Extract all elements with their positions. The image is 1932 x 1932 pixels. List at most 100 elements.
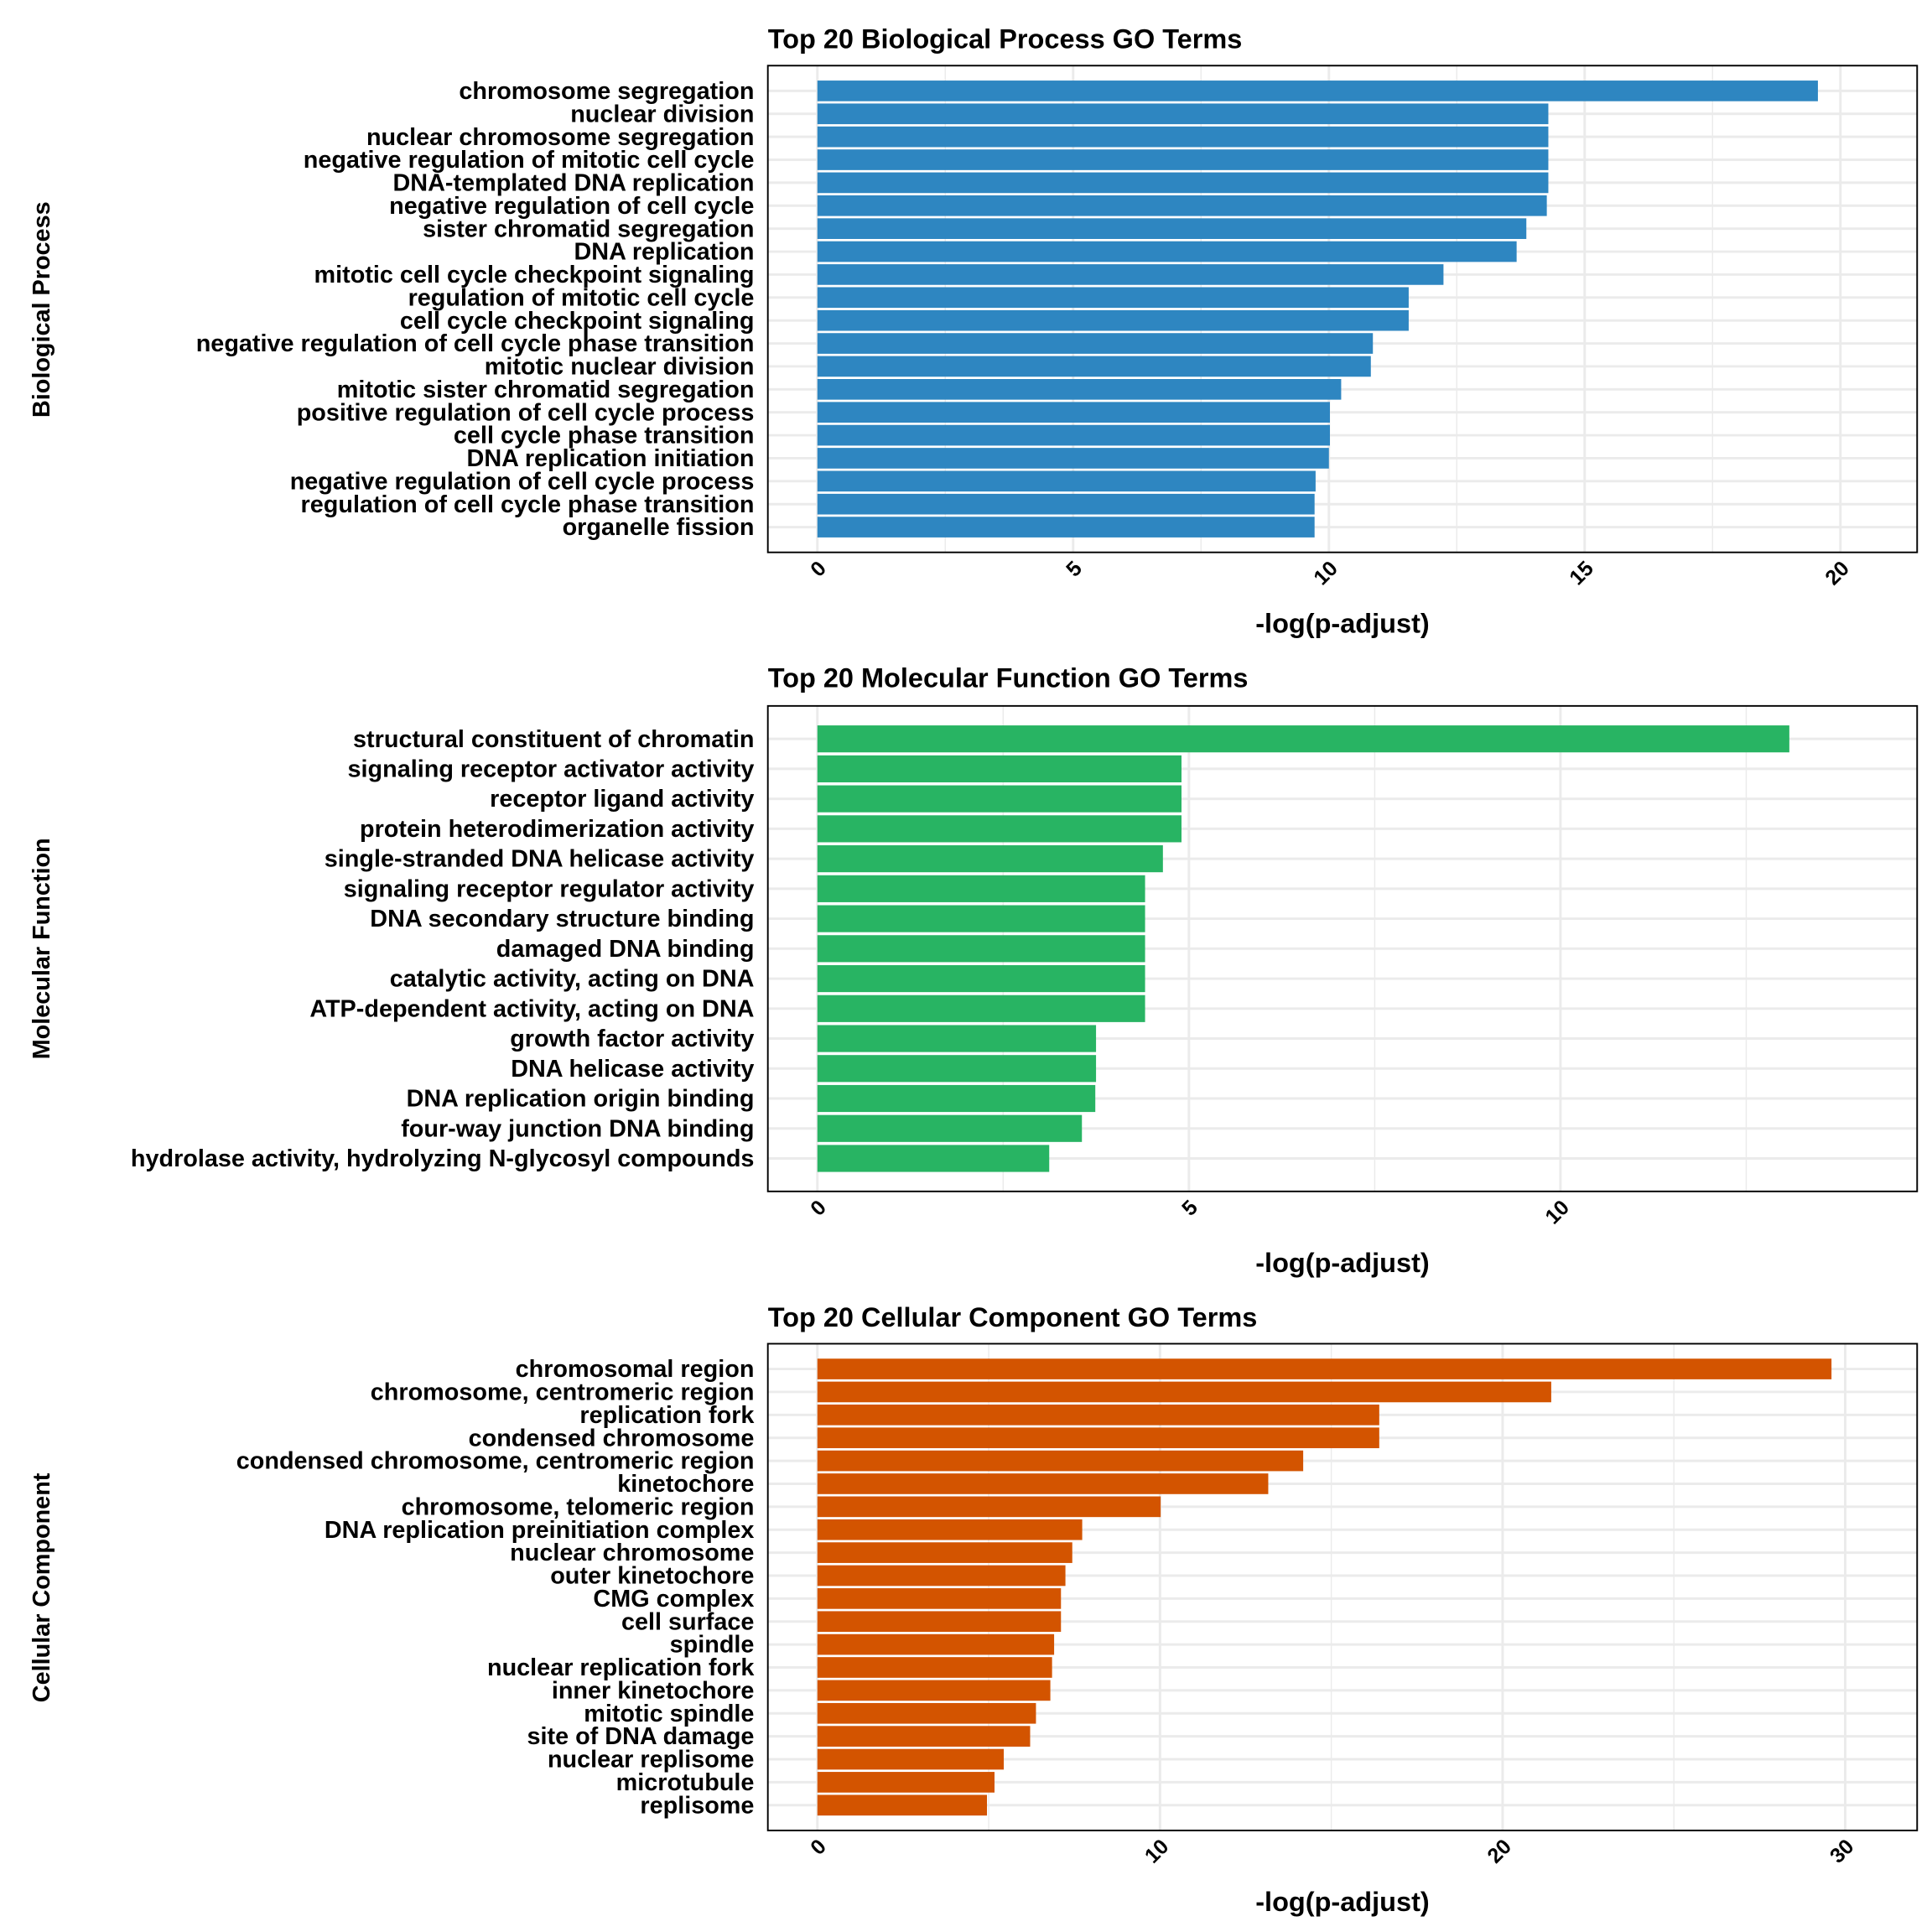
- bar: [817, 218, 1527, 239]
- chart-title: Top 20 Biological Process GO Terms: [768, 24, 1243, 55]
- bar: [817, 1565, 1066, 1587]
- category-label: spindle: [670, 1632, 755, 1659]
- category-label: hydrolase activity, hydrolyzing N-glycos…: [131, 1145, 755, 1172]
- category-label: DNA replication initiation: [467, 445, 755, 472]
- bar: [817, 755, 1182, 782]
- bar: [817, 517, 1315, 538]
- bar: [817, 1633, 1055, 1655]
- bar: [817, 470, 1316, 492]
- chart-title: Top 20 Cellular Component GO Terms: [768, 1302, 1258, 1332]
- category-label: nuclear division: [570, 101, 754, 127]
- bar: [817, 333, 1374, 354]
- category-label: catalytic activity, acting on DNA: [390, 966, 755, 993]
- bar: [817, 725, 1789, 753]
- x-tick-label: 5: [1062, 557, 1087, 582]
- x-axis-title: -log(p-adjust): [1255, 609, 1430, 639]
- bar: [817, 378, 1342, 400]
- bar: [817, 935, 1145, 963]
- category-label: replisome: [640, 1792, 754, 1819]
- category-label: signaling receptor regulator activity: [344, 875, 755, 902]
- bar: [817, 1542, 1072, 1563]
- bar: [817, 1611, 1062, 1633]
- bar: [817, 1358, 1832, 1379]
- category-label: microtubule: [616, 1769, 755, 1796]
- bar: [817, 875, 1145, 902]
- molecular-function-panel: Top 20 Molecular Function GO Terms Molec…: [29, 663, 1919, 1278]
- category-label: negative regulation of cell cycle phase …: [196, 330, 755, 357]
- x-tick-label: 10: [1309, 557, 1343, 590]
- bar: [817, 1473, 1269, 1494]
- bar: [817, 1450, 1304, 1472]
- bar: [817, 1055, 1097, 1083]
- bar: [817, 448, 1329, 469]
- bar: [817, 1381, 1551, 1403]
- bar: [817, 356, 1371, 377]
- x-tick-label: 0: [806, 1835, 831, 1860]
- bar: [817, 241, 1517, 262]
- category-label: DNA helicase activity: [511, 1056, 754, 1083]
- category-label: cell surface: [621, 1608, 754, 1635]
- y-axis-title: Cellular Component: [29, 1472, 55, 1702]
- category-label: chromosomal region: [516, 1356, 755, 1383]
- category-label: four-way junction DNA binding: [401, 1115, 754, 1142]
- x-tick-label: 20: [1820, 557, 1854, 590]
- category-label: protein heterodimerization activity: [360, 816, 754, 843]
- x-tick-label: 30: [1826, 1835, 1859, 1868]
- category-label: regulation of cell cycle phase transitio…: [301, 491, 755, 518]
- category-label: chromosome segregation: [459, 78, 754, 105]
- bar: [817, 1702, 1036, 1724]
- category-label: ATP-dependent activity, acting on DNA: [309, 995, 754, 1022]
- bar: [817, 149, 1549, 170]
- category-label: mitotic sister chromatid segregation: [337, 377, 755, 403]
- bar: [817, 287, 1409, 309]
- category-label: DNA replication origin binding: [407, 1086, 755, 1113]
- x-tick-label: 0: [806, 1196, 831, 1221]
- bar: [817, 1748, 1005, 1770]
- category-label: negative regulation of mitotic cell cycl…: [304, 147, 755, 174]
- bar: [817, 905, 1145, 932]
- bar: [817, 103, 1549, 125]
- bar: [817, 964, 1145, 993]
- category-label: cell cycle checkpoint signaling: [400, 308, 755, 335]
- bar: [817, 424, 1330, 446]
- category-label: sister chromatid segregation: [423, 216, 754, 242]
- category-label: DNA-templated DNA replication: [393, 170, 755, 197]
- bar: [817, 1680, 1051, 1701]
- category-label: chromosome, telomeric region: [402, 1493, 755, 1520]
- bar: [817, 1726, 1031, 1747]
- category-label: nuclear replisome: [548, 1747, 754, 1774]
- bar: [817, 1427, 1379, 1449]
- bar: [817, 493, 1315, 515]
- category-label: nuclear chromosome: [510, 1540, 754, 1566]
- category-label: damaged DNA binding: [496, 936, 755, 963]
- category-label: cell cycle phase transition: [454, 423, 755, 449]
- x-tick-label: 5: [1177, 1196, 1202, 1221]
- category-label: organelle fission: [563, 514, 755, 541]
- category-label: DNA secondary structure binding: [370, 906, 754, 932]
- category-label: chromosome, centromeric region: [371, 1379, 755, 1406]
- category-label: negative regulation of cell cycle: [389, 193, 754, 220]
- bar: [817, 1519, 1083, 1540]
- category-label: site of DNA damage: [527, 1723, 754, 1750]
- bar: [817, 1084, 1096, 1113]
- bar: [817, 1405, 1379, 1426]
- bar: [817, 80, 1818, 101]
- category-label: signaling receptor activator activity: [348, 756, 755, 782]
- bar: [817, 309, 1409, 331]
- category-label: replication fork: [579, 1402, 755, 1429]
- bar: [817, 845, 1163, 873]
- category-label: mitotic nuclear division: [485, 354, 755, 381]
- x-tick-label: 10: [1540, 1196, 1574, 1229]
- bar: [817, 126, 1549, 148]
- category-label: nuclear chromosome segregation: [366, 124, 754, 151]
- category-label: kinetochore: [617, 1471, 754, 1498]
- category-label: nuclear replication fork: [487, 1654, 755, 1681]
- bar: [817, 1114, 1083, 1142]
- bar: [817, 1588, 1062, 1609]
- x-tick-label: 0: [806, 557, 831, 582]
- category-label: inner kinetochore: [552, 1677, 755, 1704]
- bar: [817, 1145, 1050, 1172]
- bar: [817, 995, 1145, 1022]
- category-label: condensed chromosome: [469, 1425, 755, 1452]
- category-label: receptor ligand activity: [490, 786, 754, 813]
